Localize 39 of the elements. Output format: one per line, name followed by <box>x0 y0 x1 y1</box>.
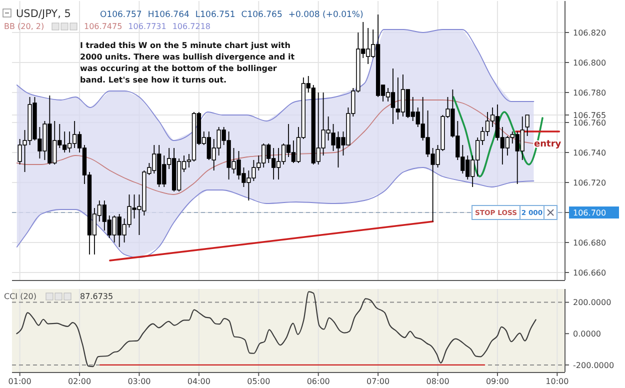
x-tick-label: 08:00 <box>426 377 450 386</box>
x-tick-label: 04:00 <box>187 377 210 386</box>
y-tick-label: 106.680 <box>573 238 606 248</box>
y-tick-label: 106.800 <box>573 58 606 68</box>
x-tick-label: 05:00 <box>247 377 270 386</box>
annotation: +0.008 (+0.01%) <box>288 10 364 20</box>
y-tick-label: 106.740 <box>573 148 606 158</box>
x-tick-label: 01:00 <box>8 377 32 386</box>
annotation: I traded this W on the 5 minute chart just with 2000 units. There was bullish divergence and it was occuring at the bottom of the bollinger band. Let's see how it turns out. <box>80 41 295 84</box>
text: BB (20, 2) <box>4 22 44 31</box>
y-tick-label: 106.760 <box>573 118 606 128</box>
x-tick-label: 06:00 <box>306 377 330 386</box>
y-tick-label: 106.700 <box>573 208 606 218</box>
y-tick-label: 0.0000 <box>573 329 601 338</box>
y-tick-label: -200.0000 <box>573 360 614 370</box>
y-tick-label: 106.820 <box>573 28 606 38</box>
y-tick-label: 106.765 <box>573 110 606 120</box>
annotation: 106.7731 <box>128 22 166 31</box>
annotation: C106.765 <box>241 10 282 20</box>
y-tick-label: 106.780 <box>573 88 606 98</box>
y-tick-label: 200.0000 <box>573 298 612 308</box>
annotation: 106.7475 <box>84 22 122 31</box>
x-tick-label: 09:00 <box>486 377 510 386</box>
y-tick-label: 106.720 <box>573 178 606 188</box>
text: USD/JPY, 5 <box>16 8 71 20</box>
line-series <box>16 291 536 368</box>
x-tick-label: 02:00 <box>68 377 92 386</box>
chart-title: CCI (20) <box>4 292 36 301</box>
annotation: H106.764 <box>148 10 190 20</box>
line-series <box>16 29 534 141</box>
x-tick-label: 03:00 <box>128 377 151 386</box>
annotation: 87.6735 <box>80 292 114 301</box>
candlestick <box>525 114 530 136</box>
y-tick-label: 106.660 <box>573 268 606 278</box>
annotation: O106.757 <box>100 10 142 20</box>
x-tick-label: 10:00 <box>546 377 569 386</box>
annotation: L106.751 <box>195 10 236 20</box>
annotation: 106.7218 <box>172 22 211 31</box>
x-tick-label: 07:00 <box>366 377 390 386</box>
